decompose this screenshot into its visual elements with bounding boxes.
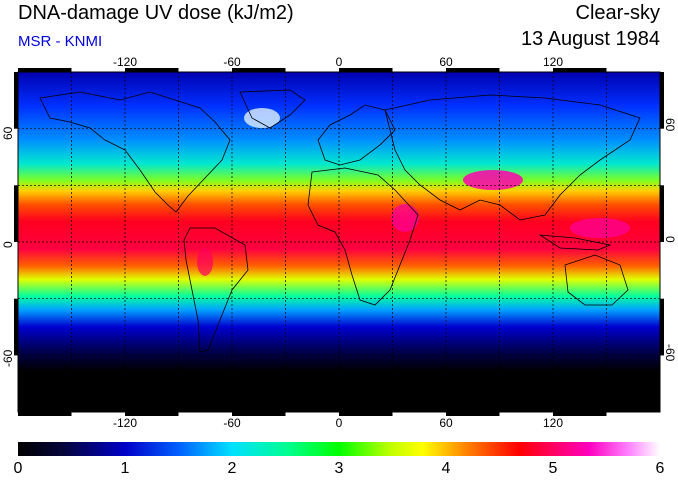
greenland-coast bbox=[239, 89, 306, 129]
indonesia-hotspot bbox=[570, 218, 630, 238]
greenland-cold bbox=[244, 108, 280, 128]
indonesia-coast bbox=[539, 234, 612, 251]
lat-label-right: 60 bbox=[663, 118, 677, 132]
sky-condition: Clear-sky bbox=[575, 2, 660, 24]
north-america-coast bbox=[39, 91, 231, 213]
colorbar-tick: 1 bbox=[120, 460, 130, 477]
lon-label-bottom: 120 bbox=[542, 416, 564, 430]
colorbar-tick: 6 bbox=[655, 460, 665, 477]
andes-hotspot bbox=[197, 248, 213, 276]
colorbar-tick: 2 bbox=[227, 460, 237, 477]
colorbar-tick: 5 bbox=[548, 460, 558, 477]
colorbar-tick: 0 bbox=[13, 460, 23, 477]
lon-label-top: 120 bbox=[542, 55, 564, 69]
lat-label-left: -60 bbox=[1, 349, 15, 367]
lon-label-bottom: 0 bbox=[335, 416, 343, 430]
lon-label-top: 60 bbox=[439, 55, 453, 69]
lon-label-bottom: -120 bbox=[112, 416, 138, 430]
tibet-hotspot bbox=[463, 170, 523, 190]
lat-label-right: -60 bbox=[663, 344, 677, 362]
colorbar-tick: 3 bbox=[334, 460, 344, 477]
asia-coast bbox=[384, 94, 641, 221]
source-label: MSR - KNMI bbox=[18, 33, 103, 50]
lat-label-right: 0 bbox=[663, 236, 677, 243]
lon-label-top: 0 bbox=[335, 55, 343, 69]
colorbar-tick: 4 bbox=[441, 460, 451, 477]
south-america-coast bbox=[183, 227, 249, 353]
map-title: DNA-damage UV dose (kJ/m2) bbox=[18, 2, 294, 24]
lon-label-bottom: -60 bbox=[223, 416, 241, 430]
map-date: 13 August 1984 bbox=[520, 28, 660, 50]
map-border bbox=[14, 68, 664, 416]
lon-label-top: -60 bbox=[223, 55, 241, 69]
graticule bbox=[18, 72, 660, 412]
africa-coast bbox=[307, 167, 419, 306]
arabia-hotspot bbox=[391, 204, 419, 232]
europe-coast bbox=[317, 104, 396, 166]
lon-label-top: -120 bbox=[112, 55, 138, 69]
lat-label-left: 0 bbox=[1, 241, 15, 248]
australia-coast bbox=[564, 254, 629, 306]
lat-label-left: 60 bbox=[1, 126, 15, 140]
lon-label-bottom: 60 bbox=[439, 416, 453, 430]
colorbar bbox=[18, 442, 660, 456]
coastlines bbox=[39, 89, 641, 353]
